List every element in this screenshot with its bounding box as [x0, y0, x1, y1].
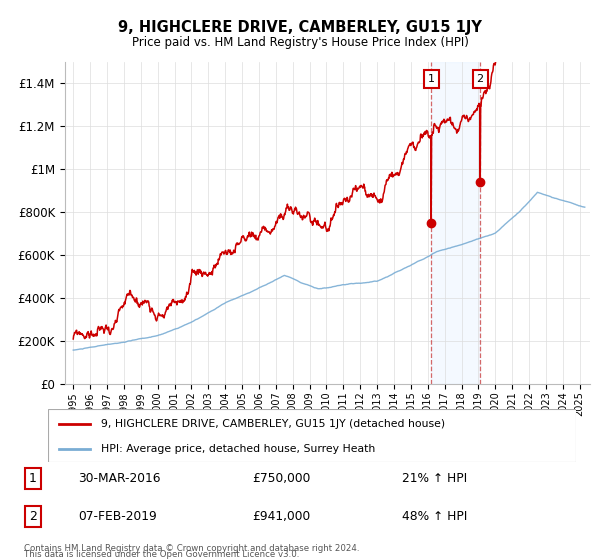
Text: This data is licensed under the Open Government Licence v3.0.: This data is licensed under the Open Gov…	[24, 550, 299, 559]
Bar	[431, 62, 480, 384]
Text: 21% ↑ HPI: 21% ↑ HPI	[402, 472, 467, 485]
Text: 48% ↑ HPI: 48% ↑ HPI	[402, 510, 467, 523]
Text: 2: 2	[476, 74, 484, 84]
Text: 9, HIGHCLERE DRIVE, CAMBERLEY, GU15 1JY: 9, HIGHCLERE DRIVE, CAMBERLEY, GU15 1JY	[118, 20, 482, 35]
Text: Price paid vs. HM Land Registry's House Price Index (HPI): Price paid vs. HM Land Registry's House …	[131, 36, 469, 49]
Text: 1: 1	[29, 472, 37, 485]
Text: 07-FEB-2019: 07-FEB-2019	[78, 510, 157, 523]
Text: Contains HM Land Registry data © Crown copyright and database right 2024.: Contains HM Land Registry data © Crown c…	[24, 544, 359, 553]
Text: 2: 2	[29, 510, 37, 523]
Text: 1: 1	[428, 74, 434, 84]
Text: 9, HIGHCLERE DRIVE, CAMBERLEY, GU15 1JY (detached house): 9, HIGHCLERE DRIVE, CAMBERLEY, GU15 1JY …	[101, 419, 445, 429]
Text: 30-MAR-2016: 30-MAR-2016	[78, 472, 161, 485]
Text: HPI: Average price, detached house, Surrey Heath: HPI: Average price, detached house, Surr…	[101, 444, 375, 454]
Text: £750,000: £750,000	[252, 472, 310, 485]
Text: £941,000: £941,000	[252, 510, 310, 523]
FancyBboxPatch shape	[48, 409, 576, 462]
